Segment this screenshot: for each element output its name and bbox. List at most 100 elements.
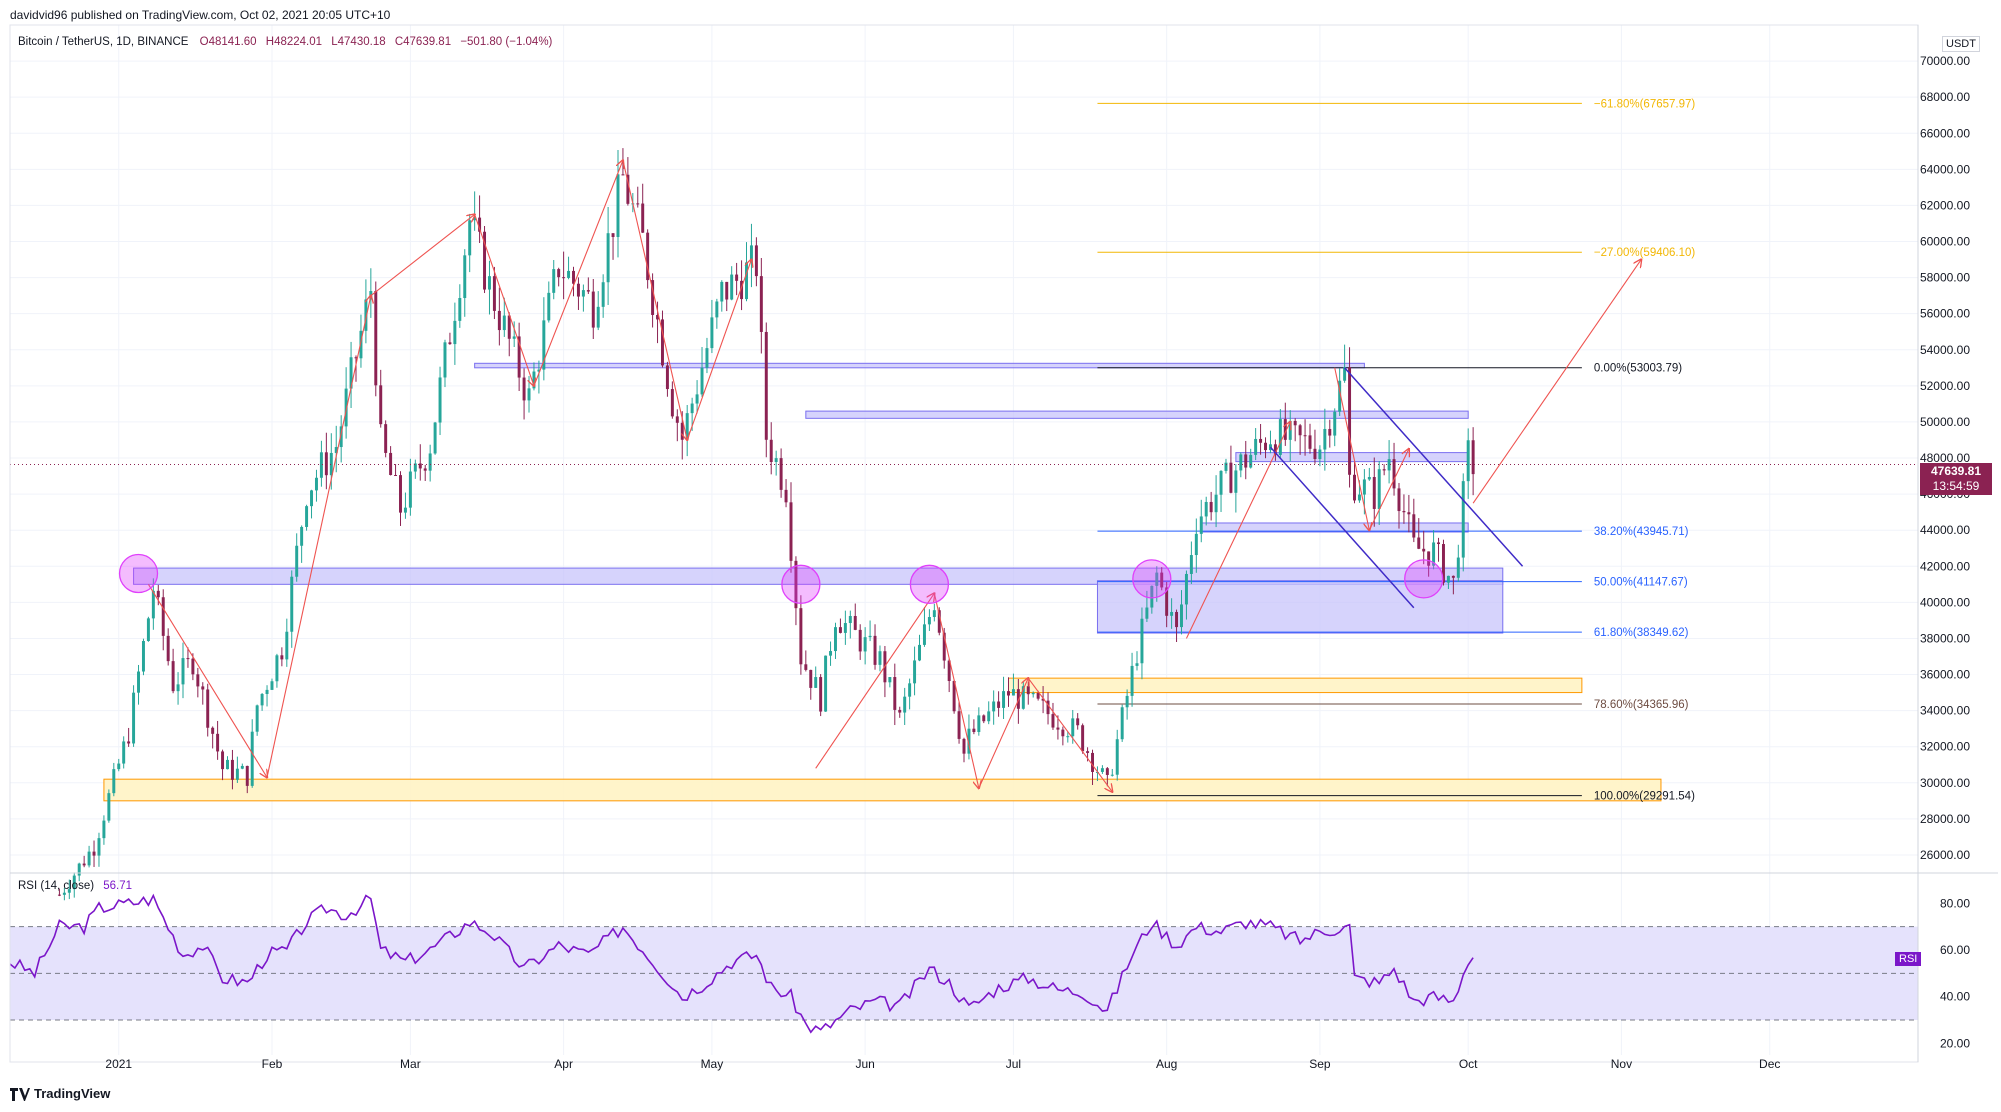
- candle-body: [181, 658, 185, 685]
- candle-body: [102, 820, 106, 839]
- candle-body: [87, 851, 91, 866]
- x-tick-label: Jun: [855, 1057, 874, 1071]
- candle-body: [1046, 700, 1050, 715]
- candle-body: [804, 664, 808, 670]
- y-tick-label: 44000.00: [1920, 523, 1970, 537]
- candle-body: [725, 281, 729, 300]
- candle-body: [982, 715, 986, 722]
- rsi-panel: 20.00 40.00 60.00 80.00: [9, 893, 1970, 1050]
- candle-body: [453, 320, 457, 345]
- trend-arrow: [474, 214, 534, 385]
- candle-body: [720, 281, 724, 302]
- candle-body: [581, 290, 585, 297]
- candle-body: [265, 689, 269, 694]
- ohlc-close: C47639.81: [394, 36, 452, 48]
- candle-body: [868, 635, 872, 638]
- candle-body: [1392, 459, 1396, 489]
- candle-body: [186, 658, 190, 660]
- candle-body: [576, 283, 580, 297]
- candle-body: [685, 413, 689, 440]
- candle-body: [848, 615, 852, 624]
- watermark-text: TradingView: [34, 1086, 111, 1101]
- candle-body: [690, 403, 694, 414]
- candle-body: [586, 290, 590, 292]
- candle-body: [819, 677, 823, 712]
- candle-body: [492, 276, 496, 311]
- candle-body: [1446, 575, 1450, 583]
- candle-body: [893, 677, 897, 710]
- candle-body: [680, 422, 684, 440]
- candle-body: [413, 463, 417, 472]
- y-tick-label: 38000.00: [1920, 631, 1970, 645]
- candle-body: [695, 394, 699, 404]
- candle-body: [1412, 514, 1416, 538]
- candle-body: [221, 751, 225, 770]
- candle-body: [1333, 411, 1337, 436]
- fib-label: 61.80%(38349.62): [1594, 627, 1689, 639]
- candle-body: [438, 377, 442, 423]
- candle-body: [1264, 442, 1268, 451]
- candle-body: [300, 526, 304, 546]
- candle-body: [913, 660, 917, 684]
- candle-body: [838, 627, 842, 633]
- candle-body: [176, 684, 180, 692]
- candle-body: [745, 262, 748, 300]
- currency-label[interactable]: USDT: [1942, 36, 1980, 52]
- candle-body: [156, 590, 160, 598]
- candle-body: [636, 203, 640, 205]
- y-tick-label: 48000.00: [1920, 451, 1970, 465]
- candle-body: [858, 629, 862, 652]
- candle-body: [1224, 462, 1228, 471]
- candle-body: [670, 389, 674, 417]
- pivot-circle: [781, 564, 821, 604]
- candle-body: [403, 507, 407, 513]
- fib-label: 50.00%(41147.67): [1594, 577, 1688, 589]
- candle-body: [92, 851, 96, 856]
- grid: [10, 25, 1918, 1055]
- rsi-label: RSI (14, close): [18, 880, 95, 892]
- zone-rect: [1096, 580, 1504, 634]
- y-tick-label: 40000.00: [1920, 595, 1970, 609]
- y-tick-label: 32000.00: [1920, 740, 1970, 754]
- candle-body: [621, 174, 625, 176]
- y-tick-label: 34000.00: [1920, 704, 1970, 718]
- candle-body: [1180, 604, 1183, 628]
- y-tick-label: 56000.00: [1920, 307, 1970, 321]
- x-tick-label: Mar: [400, 1057, 421, 1071]
- candle-body: [1145, 607, 1149, 619]
- candle-body: [1021, 686, 1025, 709]
- symbol-title: Bitcoin / TetherUS, 1D, BINANCE: [18, 36, 189, 48]
- candle-body: [1456, 557, 1460, 578]
- candle-body: [1086, 751, 1090, 753]
- candle-body: [1308, 435, 1312, 449]
- candle-body: [107, 793, 111, 821]
- y-tick-label: 50000.00: [1920, 415, 1970, 429]
- candle-body: [967, 728, 971, 754]
- trend-arrow: [978, 678, 1028, 789]
- zone-rect: [474, 362, 1365, 369]
- channel-line: [1344, 367, 1524, 567]
- candle-body: [483, 231, 487, 290]
- tradingview-logo: TradingView: [10, 1086, 110, 1101]
- candle-body: [749, 245, 753, 263]
- pivot-circle: [909, 564, 950, 604]
- candle-body: [572, 270, 575, 284]
- candle-body: [1437, 542, 1441, 545]
- candle-body: [57, 894, 61, 896]
- candle-body: [275, 655, 279, 682]
- rsi-badge: RSI: [1895, 952, 1922, 966]
- candle-body: [67, 889, 71, 893]
- candle-body: [206, 689, 210, 728]
- candle-body: [1170, 611, 1174, 616]
- drawings: [10, 160, 1918, 791]
- x-tick-label: Apr: [554, 1057, 573, 1071]
- candle-body: [972, 728, 976, 733]
- candle-body: [547, 292, 551, 321]
- candle-body: [537, 369, 541, 372]
- candle-body: [1466, 440, 1470, 482]
- candle-body: [1115, 739, 1119, 775]
- candle-body: [952, 681, 956, 712]
- candle-body: [799, 608, 803, 665]
- candle-body: [1026, 686, 1030, 695]
